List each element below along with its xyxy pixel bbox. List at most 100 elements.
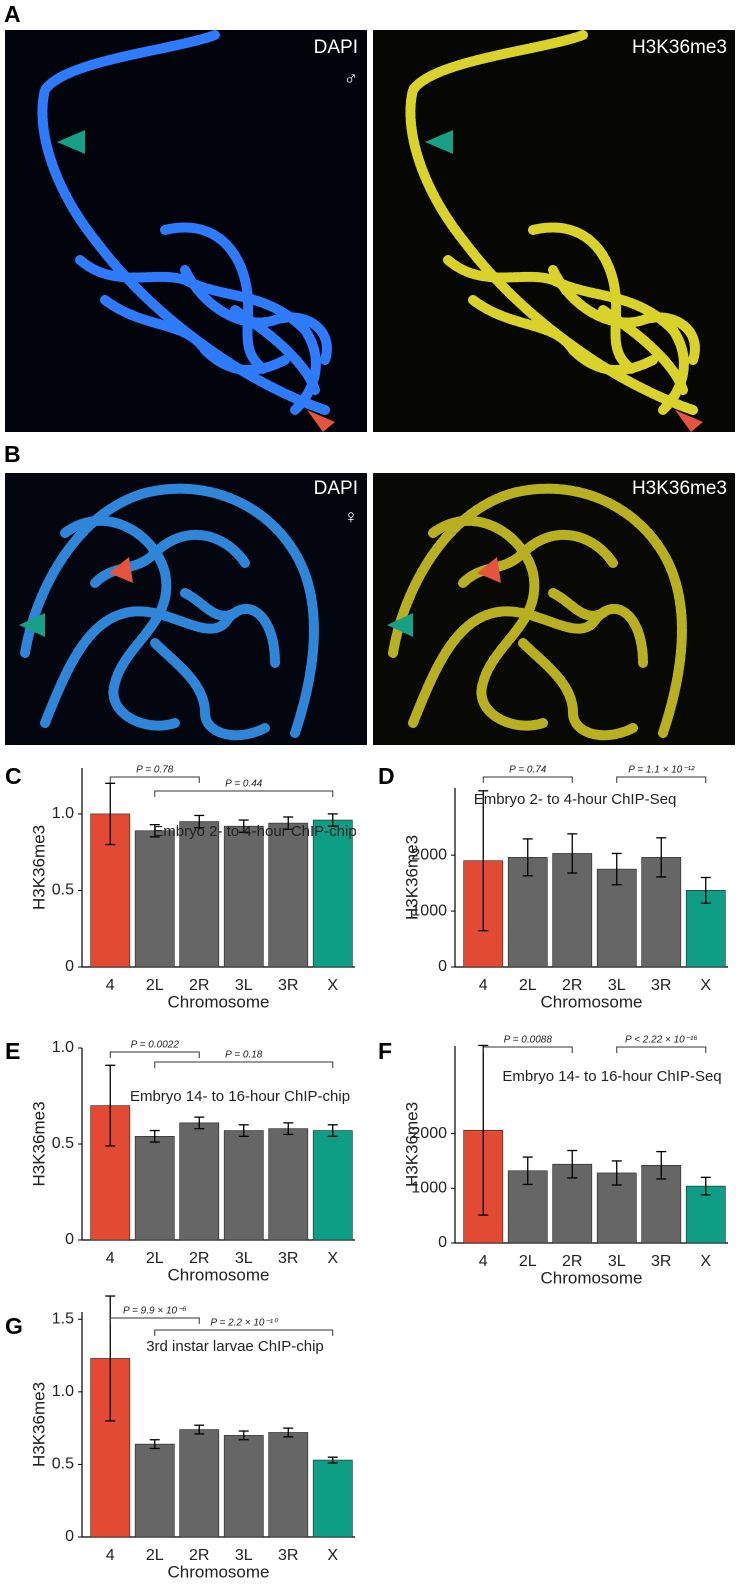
x-tick-label: 2L — [519, 977, 537, 994]
sex-symbol: ♂ — [344, 69, 358, 90]
y-tick-label: 0 — [65, 1231, 74, 1248]
x-tick-label: 2R — [189, 1547, 209, 1564]
bracket — [482, 776, 573, 783]
y-axis-label: H3K36me3 — [29, 1382, 48, 1467]
bar — [134, 1136, 175, 1241]
x-tick-label: 2L — [146, 1547, 164, 1564]
x-tick-label: X — [327, 1547, 338, 1564]
error-bar — [105, 1295, 116, 1422]
chart-title: Embryo 2- to 4-hour ChIP-chip — [153, 823, 356, 840]
error-bar — [478, 1044, 489, 1216]
bar — [312, 1130, 353, 1241]
x-axis-label: Chromosome — [167, 1265, 269, 1284]
x-tick-label: 4 — [106, 1547, 115, 1564]
p-value: P < 2.22 × 10⁻¹⁶ — [625, 1035, 697, 1046]
error-bar — [611, 1160, 622, 1186]
error-bar — [700, 876, 711, 904]
x-tick-label: 3L — [608, 1253, 626, 1270]
stain-label: H3K36me3 — [632, 478, 727, 499]
x-axis-label: Chromosome — [167, 992, 269, 1011]
y-axis-label: H3K36me3 — [402, 835, 421, 920]
error-bar — [567, 1149, 578, 1179]
bracket — [109, 776, 200, 783]
p-value: P = 0.74 — [509, 765, 547, 776]
chart-title: Embryo 14- to 16-hour ChIP-chip — [130, 1088, 350, 1105]
bar — [179, 821, 220, 968]
error-bar — [327, 813, 338, 827]
bar — [179, 1122, 220, 1241]
bracket — [616, 1046, 707, 1053]
bar — [223, 1130, 264, 1241]
x-tick-label: 3L — [235, 977, 253, 994]
y-tick-label: 1.0 — [52, 805, 74, 822]
bar — [596, 868, 637, 968]
error-bar — [283, 1427, 294, 1438]
sex-symbol: ♀ — [344, 507, 358, 528]
x-tick-label: 4 — [106, 1250, 115, 1267]
chart-title: Embryo 14- to 16-hour ChIP-Seq — [502, 1068, 721, 1085]
y-tick-label: 0 — [65, 958, 74, 975]
x-tick-label: 2R — [189, 1250, 209, 1267]
error-bar — [478, 790, 489, 932]
bracket — [109, 1317, 200, 1324]
bar — [134, 1443, 175, 1538]
p-value: P = 0.78 — [136, 765, 174, 776]
x-tick-label: 4 — [106, 977, 115, 994]
x-tick-label: 2L — [146, 1250, 164, 1267]
x-tick-label: 2R — [562, 1253, 582, 1270]
stain-label: H3K36me3 — [632, 37, 727, 58]
y-tick-label: 0.5 — [52, 1456, 74, 1473]
x-tick-label: X — [700, 977, 711, 994]
x-axis-label: Chromosome — [540, 1268, 642, 1287]
y-tick-label: 1000 — [411, 902, 447, 919]
y-tick-label: 2000 — [411, 1125, 447, 1142]
error-bar — [149, 1129, 160, 1143]
y-axis-label: H3K36me3 — [402, 1102, 421, 1187]
chart-title: Embryo 2- to 4-hour ChIP-Seq — [474, 791, 677, 808]
x-axis-label: Chromosome — [540, 992, 642, 1011]
y-tick-label: 1.0 — [52, 1039, 74, 1056]
x-tick-label: 3L — [608, 977, 626, 994]
error-bar — [238, 1430, 249, 1441]
error-bar — [238, 1124, 249, 1137]
x-tick-label: 3R — [278, 1547, 298, 1564]
y-tick-label: 0 — [65, 1528, 74, 1545]
x-tick-label: 3R — [278, 977, 298, 994]
error-bar — [194, 1424, 205, 1435]
p-value: P = 0.0022 — [131, 1040, 180, 1051]
panel-label: E — [5, 1038, 20, 1064]
x-tick-label: 2R — [189, 977, 209, 994]
bar — [312, 819, 353, 968]
x-tick-label: 3L — [235, 1250, 253, 1267]
error-bar — [283, 1122, 294, 1136]
bar — [312, 1459, 353, 1538]
error-bar — [327, 1124, 338, 1137]
bracket — [154, 1329, 334, 1336]
chart-title: 3rd instar larvae ChIP-chip — [146, 1338, 324, 1355]
error-bar — [283, 816, 294, 830]
error-bar — [194, 1116, 205, 1130]
p-value: P = 9.9 × 10⁻⁶ — [123, 1306, 187, 1317]
error-bar — [656, 837, 667, 878]
x-tick-label: X — [327, 1250, 338, 1267]
error-bar — [149, 823, 160, 838]
x-tick-label: 3R — [651, 977, 671, 994]
y-tick-label: 0 — [438, 1234, 447, 1251]
error-bar — [194, 814, 205, 829]
p-value: P = 1.1 × 10⁻¹² — [628, 765, 695, 776]
y-axis-label: H3K36me3 — [29, 825, 48, 910]
panel-label: D — [378, 763, 395, 789]
bracket — [109, 1051, 200, 1058]
bar — [685, 1185, 726, 1244]
y-tick-label: 0 — [438, 958, 447, 975]
error-bar — [656, 1150, 667, 1180]
error-bar — [105, 1064, 116, 1147]
panel-label: G — [5, 1313, 23, 1339]
x-axis-label: Chromosome — [167, 1562, 269, 1581]
x-tick-label: 3L — [235, 1547, 253, 1564]
panel-a: A DAPI ♂ H3K36me3 — [4, 1, 735, 432]
bar — [268, 822, 309, 968]
panel-label: F — [378, 1038, 392, 1064]
error-bar — [149, 1439, 160, 1450]
error-bar — [522, 838, 533, 877]
